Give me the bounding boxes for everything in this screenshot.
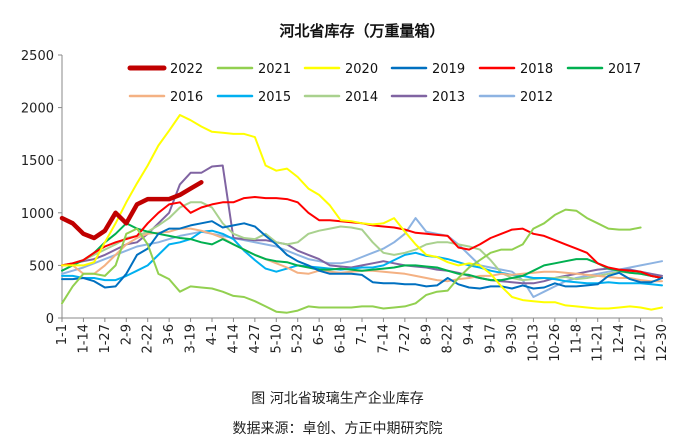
x-tick-label: 3-19 (184, 324, 199, 354)
x-tick-label: 2-22 (141, 324, 156, 354)
x-tick-label: 6-18 (334, 324, 349, 354)
x-tick-label: 12-30 (655, 324, 670, 362)
x-tick-label: 9-4 (462, 324, 477, 345)
x-tick-label: 1-27 (98, 324, 113, 354)
figure-source: 数据来源：卓创、方正中期研究院 (232, 421, 443, 437)
legend-label-2017: 2017 (608, 62, 641, 77)
chart-container: 河北省库存（万重量箱） 0 500 1000 1500 2000 2500 1-1 1-14 1-… (21, 22, 670, 362)
x-tick-label: 7-1 (355, 324, 370, 345)
series-line-2015 (61, 229, 663, 287)
legend-label-2019: 2019 (432, 62, 465, 77)
series-line-2020 (61, 114, 663, 311)
series-line-2012 (61, 217, 663, 298)
series-line-2022 (59, 180, 204, 241)
x-tick-label: 9-30 (505, 324, 520, 354)
legend-label-2018: 2018 (520, 62, 553, 77)
y-tick-label: 2500 (21, 49, 54, 64)
x-tick-label: 11-8 (569, 324, 584, 354)
x-tick-label: 7-14 (376, 324, 391, 354)
x-tick-label: 10-26 (548, 324, 563, 362)
legend-label-2016: 2016 (170, 90, 203, 105)
y-tick-label: 1000 (21, 207, 54, 222)
chart-title: 河北省库存（万重量箱） (279, 22, 444, 40)
y-tick-label: 2000 (21, 102, 54, 117)
legend-label-2012: 2012 (520, 90, 553, 105)
x-tick-label: 11-21 (591, 324, 606, 362)
x-tick-label: 6-5 (312, 324, 327, 345)
y-tick-label: 1500 (21, 154, 54, 169)
x-tick-label: 7-27 (398, 324, 413, 354)
series-line-2013 (61, 164, 663, 285)
x-tick-label: 9-17 (484, 324, 499, 354)
x-tick-label: 2-9 (119, 324, 134, 345)
x-tick-label: 5-23 (291, 324, 306, 354)
x-tick-label: 4-1 (205, 324, 220, 345)
series-line-2021 (61, 208, 642, 314)
legend-label-2021: 2021 (258, 62, 291, 77)
series-line-2017 (61, 222, 663, 282)
figure-caption: 图 河北省玻璃生产企业库存 (251, 391, 424, 407)
legend-label-2014: 2014 (345, 90, 378, 105)
x-tick-label: 5-10 (269, 324, 284, 354)
y-tick-label: 0 (46, 312, 54, 327)
legend-label-2022: 2022 (170, 62, 203, 77)
x-tick-label: 4-27 (248, 324, 263, 354)
x-tick-label: 8-22 (441, 324, 456, 354)
legend-label-2015: 2015 (258, 90, 291, 105)
series-line-2014 (61, 201, 663, 282)
legend-label-2020: 2020 (345, 62, 378, 77)
x-tick-label: 10-13 (526, 324, 541, 362)
line-chart: 河北省库存（万重量箱） 0 500 1000 1500 2000 2500 1-1 1-14 1-… (21, 22, 670, 362)
x-tick-label: 1-1 (55, 324, 70, 345)
x-tick-label: 3-6 (162, 324, 177, 345)
x-tick-label: 12-17 (634, 324, 649, 362)
legend-label-2013: 2013 (432, 90, 465, 105)
x-tick-label: 1-14 (76, 324, 91, 354)
x-tick-label: 12-4 (612, 324, 627, 354)
x-tick-label: 4-14 (226, 324, 241, 354)
y-tick-label: 500 (29, 259, 54, 274)
series-line-2019 (61, 220, 663, 290)
x-tick-label: 8-9 (419, 324, 434, 345)
